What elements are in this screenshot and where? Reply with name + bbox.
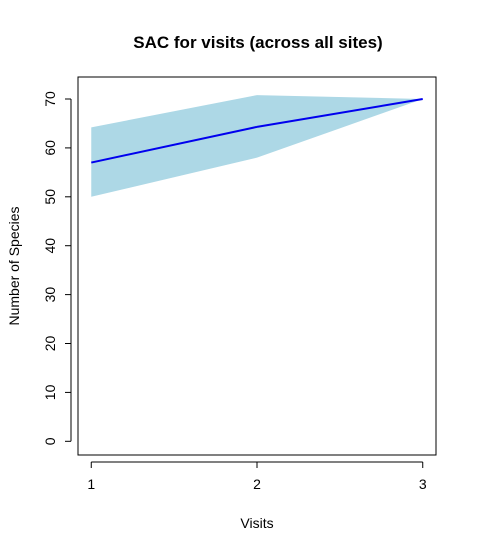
y-tick-label: 40 [42,238,58,254]
x-tick-label: 2 [253,476,261,492]
x-axis-label: Visits [240,515,273,531]
y-axis-label: Number of Species [6,206,22,325]
y-tick-label: 30 [42,287,58,303]
y-axis: 0 10 20 30 40 50 60 70 [42,91,72,445]
y-tick-label: 60 [42,140,58,156]
confidence-band [91,95,423,197]
x-tick-label: 1 [87,476,95,492]
x-tick-label: 3 [419,476,427,492]
plot-area [91,95,423,197]
y-tick-label: 0 [42,437,58,445]
plot-frame [77,76,437,456]
series-line-segment [256,98,423,128]
y-tick-label: 10 [42,384,58,400]
y-tick-label: 20 [42,336,58,352]
x-axis: 1 2 3 [87,461,427,492]
series-line-segment [91,125,258,164]
chart-title: SAC for visits (across all sites) [133,33,382,52]
y-tick-label: 50 [42,189,58,205]
y-tick-label: 70 [42,91,58,107]
